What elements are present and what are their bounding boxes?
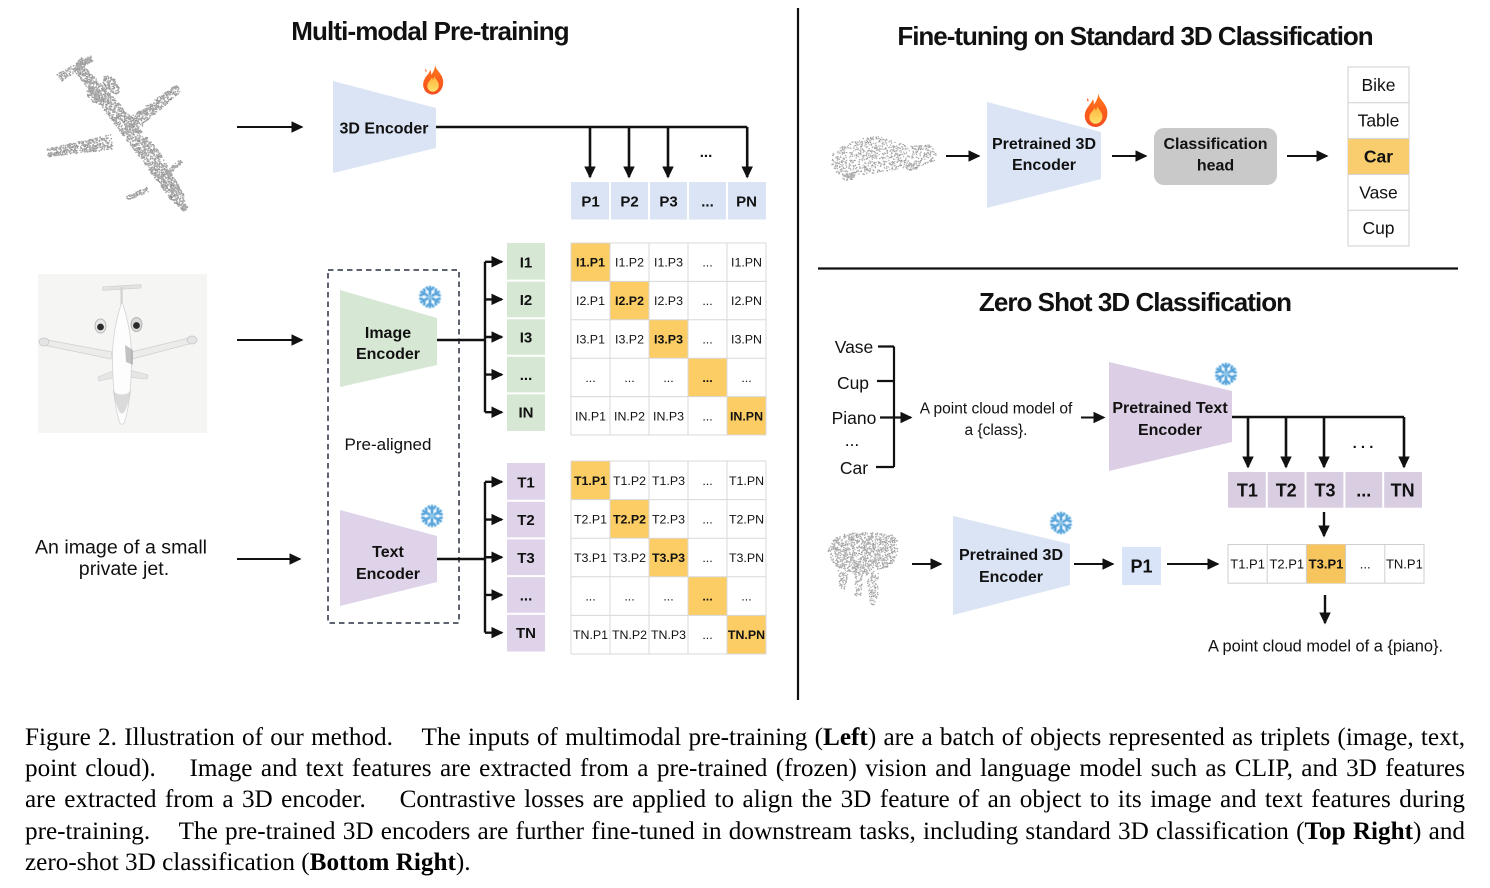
- svg-text:Multi-modal Pre-training: Multi-modal Pre-training: [291, 16, 568, 46]
- svg-text:Fine-tuning on Standard 3D Cla: Fine-tuning on Standard 3D Classificatio…: [897, 21, 1372, 51]
- svg-text:Zero Shot 3D Classification: Zero Shot 3D Classification: [979, 287, 1291, 317]
